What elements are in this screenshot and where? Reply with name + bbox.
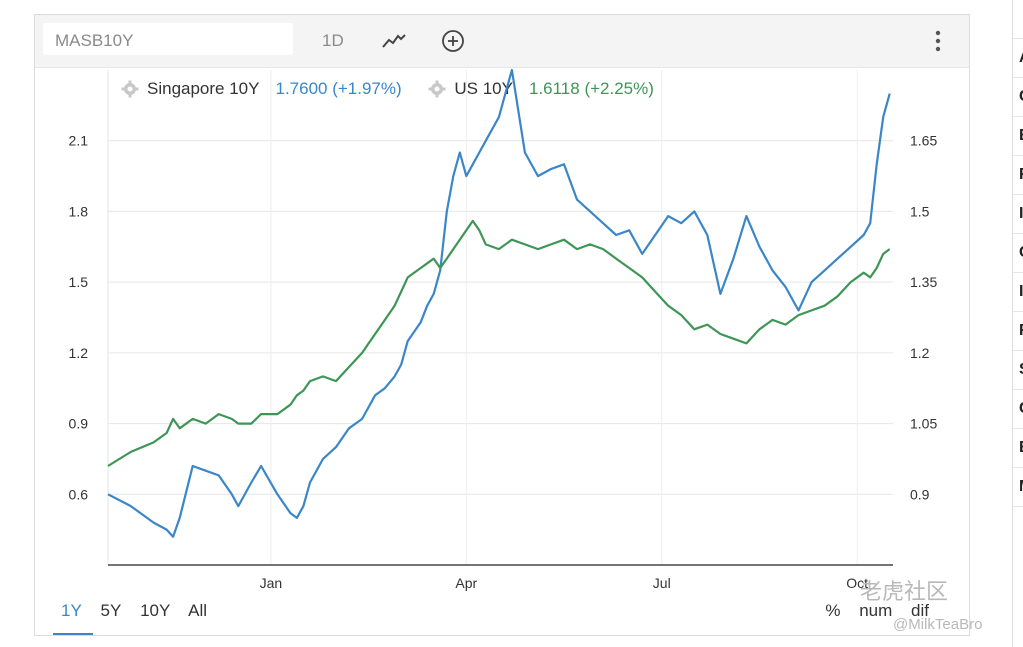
interval-button[interactable]: 1D [322,31,344,50]
gear-icon[interactable] [428,80,446,98]
range-10y-button[interactable]: 10Y [140,601,171,620]
mode-selector: % num dif [811,601,929,621]
right-panel-row[interactable]: E [1013,429,1023,468]
x-tick-label: Jul [653,575,671,591]
right-tick-label: 1.35 [910,274,937,290]
x-tick-label: Oct [846,575,868,591]
right-panel-row[interactable]: C [1013,78,1023,117]
left-tick-label: 1.8 [69,203,89,219]
x-tick-label: Apr [455,575,477,591]
series-line-singapore-10y [107,68,891,538]
mode-num-button[interactable]: num [859,601,893,620]
range-all-button[interactable]: All [188,601,208,620]
watermark-handle: @MilkTeaBro [893,616,983,633]
right-panel-row[interactable]: I [1013,273,1023,312]
legend-item-us[interactable]: US 10Y 1.6118 (+2.25%) [428,79,654,99]
add-compare-icon[interactable] [440,28,466,59]
right-panel-row[interactable]: C [1013,234,1023,273]
chart-card: MASB10Y 1D Singapore 10Y 1.7600 (+1.97%)… [34,14,970,636]
right-panel-row[interactable]: F [1013,156,1023,195]
mode-percent-button[interactable]: % [825,601,841,620]
more-vert-icon[interactable] [932,28,944,59]
gear-icon[interactable] [121,80,139,98]
symbol-text: MASB10Y [55,31,134,50]
chart-toolbar: MASB10Y 1D [35,15,969,68]
legend-value: 1.7600 (+1.97%) [275,79,402,98]
legend-item-singapore[interactable]: Singapore 10Y 1.7600 (+1.97%) [121,79,402,99]
series-line-us-10y [107,219,891,467]
left-tick-label: 1.5 [69,274,89,290]
right-panel-row[interactable]: F [1013,312,1023,351]
x-tick-label: Jan [260,575,283,591]
range-1y-button[interactable]: 1Y [61,601,82,620]
watermark-logo: 老虎社区 [860,579,949,604]
line-chart-icon[interactable] [381,31,407,56]
symbol-input[interactable]: MASB10Y [43,23,293,55]
right-tick-label: 1.5 [910,203,930,219]
right-panel-row[interactable]: I [1013,195,1023,234]
right-tick-label: 1.05 [910,416,937,432]
right-panel-row[interactable]: M [1013,468,1023,507]
legend-name: US 10Y [454,79,513,98]
left-tick-label: 0.6 [69,486,89,502]
right-panel-row[interactable]: A [1013,39,1023,78]
right-panel-row[interactable]: E [1013,117,1023,156]
right-panel-row[interactable]: C [1013,390,1023,429]
range-selector: 1Y 5Y 10Y All [61,601,221,621]
range-5y-button[interactable]: 5Y [100,601,122,620]
legend-value: 1.6118 (+2.25%) [528,79,654,98]
left-tick-label: 1.2 [69,345,89,361]
right-tick-label: 1.65 [910,133,937,149]
left-tick-label: 2.1 [69,133,89,149]
right-tick-label: 1.2 [910,345,930,361]
range-selected-indicator [53,633,93,635]
right-panel-row[interactable] [1013,0,1023,39]
legend-name: Singapore 10Y [147,79,260,98]
right-tick-label: 0.9 [910,486,930,502]
right-panel-row[interactable]: S [1013,351,1023,390]
right-side-panel: ACEFICIFSCEM [1012,0,1023,647]
chart-legend: Singapore 10Y 1.7600 (+1.97%) US 10Y 1.6… [121,79,676,103]
mode-dif-button[interactable]: dif [911,601,929,620]
left-tick-label: 0.9 [69,416,89,432]
